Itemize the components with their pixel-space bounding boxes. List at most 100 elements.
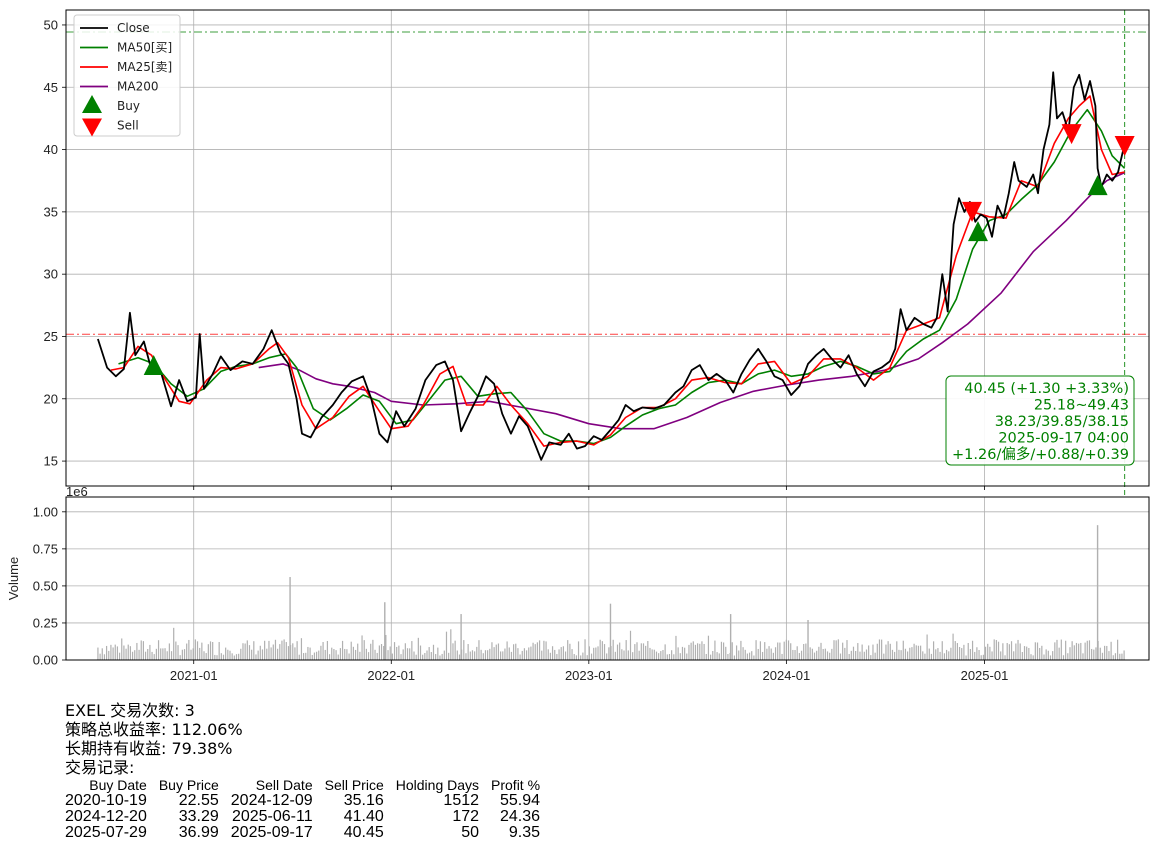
volume-bar: [404, 643, 406, 660]
volume-bar: [471, 650, 474, 660]
volume-bar: [196, 641, 199, 660]
x-tick-label: 2022-01: [367, 668, 415, 683]
volume-bar: [616, 644, 619, 660]
annotation-line: 38.23/39.85/38.15: [995, 414, 1129, 430]
volume-bar: [1010, 641, 1013, 660]
volume-bar: [380, 644, 383, 660]
buy-marker: [143, 355, 164, 375]
volume-bar: [551, 646, 554, 660]
volume-bar: [748, 652, 751, 660]
volume-bar: [621, 649, 623, 660]
volume-bar: [852, 646, 855, 660]
volume-bar: [385, 634, 387, 660]
cell-profit: 55.94: [499, 792, 541, 809]
volume-bar: [684, 647, 686, 660]
volume-bar: [978, 650, 980, 660]
volume-bar: [961, 648, 963, 660]
volume-bar: [697, 643, 699, 660]
volume-bar: [679, 653, 681, 660]
volume-bar: [677, 647, 679, 660]
volume-bar: [545, 641, 547, 660]
y-tick-label: 30: [44, 267, 58, 282]
volume-bar: [289, 577, 291, 660]
volume-bar: [268, 640, 270, 660]
volume-bar: [857, 643, 859, 660]
volume-bar: [396, 646, 398, 660]
volume-chart-panel: 0.00 0.25 0.50 0.75 1.00 2021-01 2022-01 2023-0…: [6, 484, 1150, 683]
volume-bar: [105, 645, 108, 660]
volume-bar: [729, 614, 732, 660]
volume-bar: [118, 652, 121, 660]
volume-bar: [638, 650, 640, 660]
volume-bar: [883, 653, 885, 660]
volume-bar: [402, 649, 404, 660]
volume-bar: [218, 642, 220, 660]
volume-bar: [623, 650, 625, 660]
volume-bar: [279, 644, 281, 660]
volume-bar: [235, 654, 238, 660]
volume-bar: [768, 646, 770, 660]
volume-bar: [460, 614, 462, 660]
legend-label: MA200: [117, 80, 158, 94]
volume-bar: [437, 647, 439, 660]
volume-bar: [482, 653, 484, 660]
volume-bar: [209, 641, 212, 660]
volume-bar: [963, 644, 965, 660]
volume-bar: [1073, 645, 1075, 660]
y-tick-label: 40: [44, 142, 58, 157]
legend-swatch-buy: [82, 95, 102, 113]
volume-bar: [896, 641, 898, 660]
volume-bar: [816, 650, 818, 660]
volume-bar: [930, 653, 933, 660]
volume-bar: [1091, 648, 1093, 660]
volume-bar: [865, 649, 868, 660]
volume-bar: [1058, 647, 1060, 660]
volume-bar: [348, 653, 350, 660]
volume-bar: [422, 654, 424, 660]
volume-bar: [331, 647, 333, 660]
volume-bar: [309, 647, 311, 660]
volume-bar: [562, 646, 564, 660]
volume-bar: [924, 653, 926, 660]
volume-bar: [844, 647, 846, 660]
volume-bar: [658, 653, 660, 660]
volume-bar: [1013, 651, 1015, 660]
volume-bar: [365, 648, 367, 660]
volume-bar: [878, 639, 881, 660]
volume-bar: [952, 633, 954, 660]
volume-bar: [538, 640, 541, 660]
volume-bar: [372, 639, 374, 660]
volume-bar: [1017, 639, 1019, 660]
volume-bar: [1108, 651, 1110, 660]
volume-bar: [590, 653, 593, 660]
volume-bar: [231, 653, 233, 660]
volume-bar: [384, 602, 386, 660]
volume-bar: [149, 644, 151, 660]
volume-bar: [547, 649, 549, 660]
volume-bar: [523, 648, 526, 660]
volume-bar: [770, 648, 772, 660]
volume-bar: [341, 640, 344, 660]
volume-bar: [489, 648, 491, 660]
volume-bar: [259, 645, 261, 660]
volume-bar: [311, 654, 313, 660]
volume-bar: [201, 642, 203, 660]
volume-bar: [474, 651, 476, 660]
sell-marker: [1061, 124, 1082, 145]
volume-bar: [686, 653, 688, 660]
volume-bar: [361, 635, 363, 660]
volume-bar: [785, 639, 787, 660]
volume-bar: [166, 651, 168, 660]
volume-bar: [606, 653, 608, 660]
volume-bar: [179, 655, 181, 660]
volume-bar: [612, 639, 614, 660]
volume-bar: [798, 653, 800, 660]
volume-bar: [774, 647, 777, 660]
volume-bar: [274, 639, 277, 660]
table-row: 2025-07-29 36.99 2025-09-17 40.45 50 9.3…: [65, 825, 544, 841]
volume-bar: [207, 644, 209, 660]
volume-bar: [296, 641, 298, 660]
volume-bar: [898, 649, 900, 660]
volume-bar: [359, 651, 361, 660]
trade-table-header: Buy Date Buy Price Sell Date Sell Price …: [65, 777, 544, 793]
